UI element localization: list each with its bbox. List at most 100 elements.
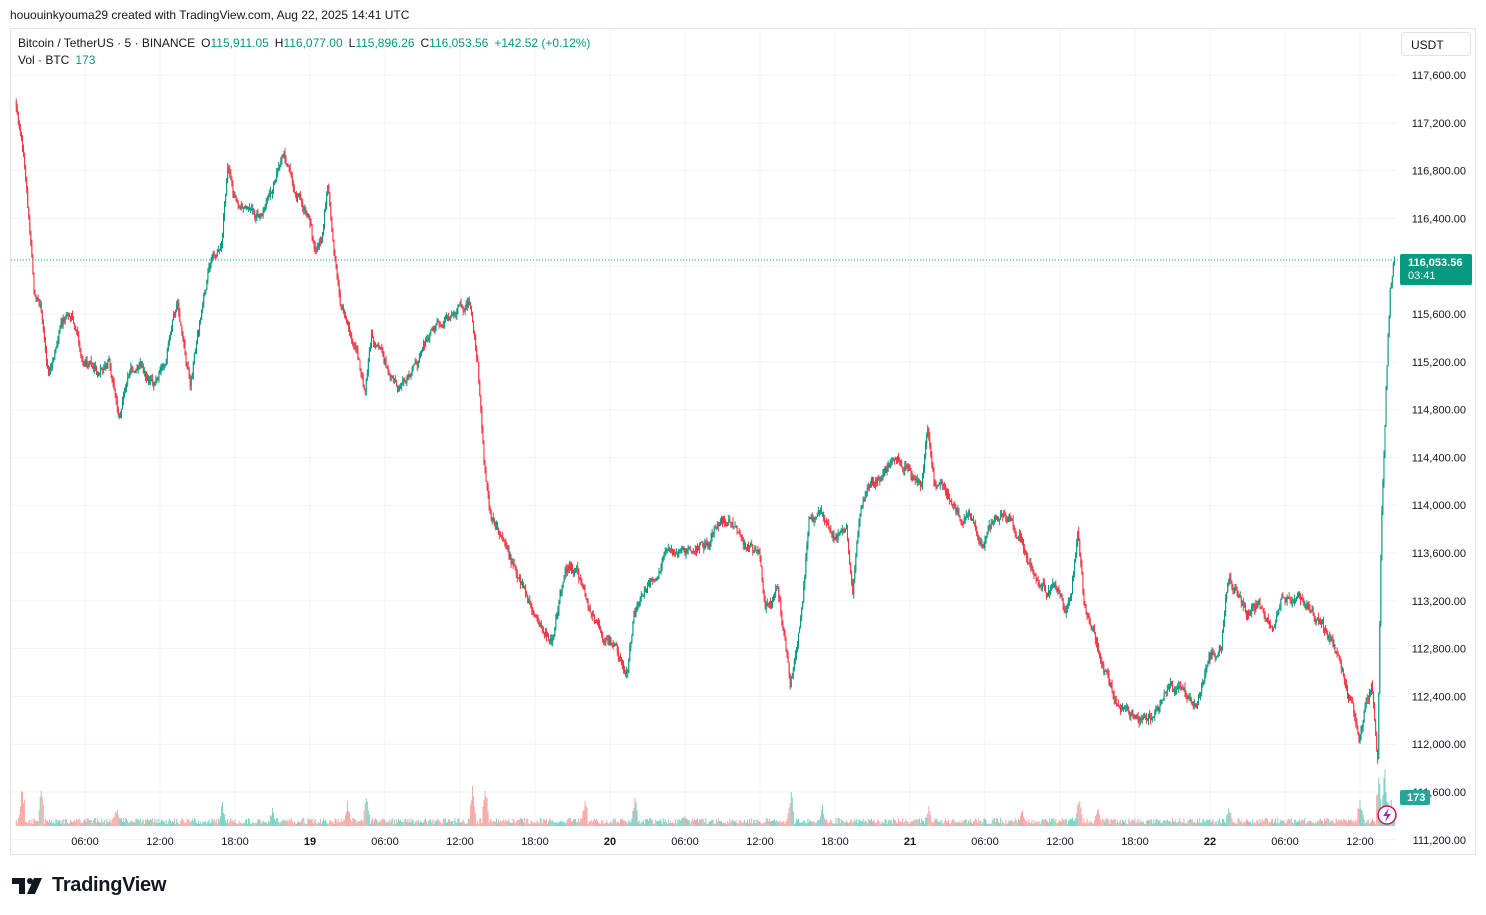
volume-bar (726, 823, 728, 826)
candle-body (1006, 519, 1008, 523)
volume-bar (118, 818, 120, 826)
candle-body (647, 584, 648, 591)
candle-body (1334, 644, 1336, 653)
volume-bar (1222, 818, 1223, 826)
volume-bar (87, 818, 89, 826)
volume-bar (140, 823, 142, 826)
candle-body (1389, 288, 1391, 316)
volume-bar (357, 820, 359, 826)
candle-body (572, 565, 573, 571)
volume-bar (256, 822, 258, 826)
volume-bar (862, 818, 864, 826)
candle-body (1252, 604, 1254, 607)
volume-bar (588, 821, 590, 826)
volume-bar (505, 819, 507, 826)
symbol-title[interactable]: Bitcoin / TetherUS · 5 · BINANCE (18, 36, 196, 50)
volume-bar (329, 820, 331, 826)
candle-body (169, 334, 171, 338)
volume-bar (751, 818, 753, 826)
candle-body (800, 617, 802, 628)
candle-body (513, 563, 515, 566)
volume-bar (208, 819, 210, 826)
volume-bar (425, 818, 427, 826)
volume-bar (988, 823, 990, 826)
time-tick-label: 06:00 (671, 836, 699, 848)
candle-body (1003, 514, 1005, 517)
candle-body (1131, 711, 1133, 716)
volume-bar (631, 818, 633, 826)
volume-bar (962, 821, 964, 826)
volume-bar (1337, 821, 1339, 826)
candle-body (333, 239, 335, 254)
volume-bar (361, 820, 363, 826)
volume-label[interactable]: Vol · BTC (18, 53, 70, 67)
volume-bar (877, 819, 879, 826)
candle-body (576, 567, 578, 569)
candle-body (1167, 687, 1169, 690)
candle-body (395, 381, 397, 386)
candle-body (495, 524, 497, 526)
volume-bar (214, 822, 216, 826)
volume-bar (230, 818, 232, 826)
volume-bar (498, 819, 500, 826)
volume-bar (349, 812, 351, 826)
volume-bar (277, 818, 279, 826)
candle-body (378, 345, 380, 348)
candle-body (116, 400, 118, 409)
volume-bar (410, 822, 412, 826)
candle-body (825, 521, 827, 523)
volume-bar (1298, 821, 1300, 826)
candle-body (784, 634, 786, 641)
candle-body (1030, 562, 1032, 567)
volume-bar (841, 820, 843, 826)
candle-body (1028, 563, 1030, 565)
candle-body (644, 589, 646, 593)
volume-bar (632, 811, 634, 826)
volume-bar (124, 821, 126, 826)
volume-bar (1075, 818, 1077, 826)
candle-body (379, 346, 381, 348)
volume-bar (1350, 819, 1352, 826)
volume-bar (1126, 823, 1128, 826)
volume-bar (668, 822, 670, 826)
volume-bar (794, 822, 796, 826)
volume-bar (62, 818, 64, 826)
candle-body (932, 466, 934, 472)
candle-body (1286, 596, 1288, 602)
volume-bar (254, 822, 256, 826)
candle-body (841, 529, 843, 531)
volume-bar (384, 820, 386, 826)
volume-bar (937, 821, 939, 826)
candle-body (580, 577, 582, 581)
volume-bar (108, 821, 110, 826)
volume-bar (843, 822, 845, 826)
candle-body (362, 375, 364, 385)
volume-bar (927, 813, 929, 826)
volume-bar (187, 819, 189, 826)
volume-bar (540, 818, 542, 826)
volume-bar (788, 808, 790, 826)
candle-body (204, 294, 206, 296)
volume-bar (943, 821, 945, 826)
volume-bar (1336, 820, 1338, 826)
candle-body (1201, 684, 1203, 693)
volume-bar (493, 821, 495, 826)
candle-body (765, 605, 767, 609)
candle-body (1027, 557, 1029, 564)
candle-body (563, 575, 565, 582)
volume-bar (688, 819, 690, 826)
candle-body (1337, 653, 1339, 655)
candle-body (1099, 652, 1101, 656)
candle-body (1333, 644, 1335, 647)
candle-body (591, 614, 593, 617)
currency-button[interactable]: USDT (1401, 32, 1471, 56)
volume-bar (580, 818, 582, 826)
candle-body (808, 517, 810, 534)
candle-body (1062, 598, 1064, 607)
lightning-icon[interactable] (1377, 805, 1397, 825)
volume-bar (887, 820, 889, 826)
candle-body (880, 478, 882, 482)
candle-body (1132, 711, 1134, 716)
volume-bar (378, 822, 380, 826)
